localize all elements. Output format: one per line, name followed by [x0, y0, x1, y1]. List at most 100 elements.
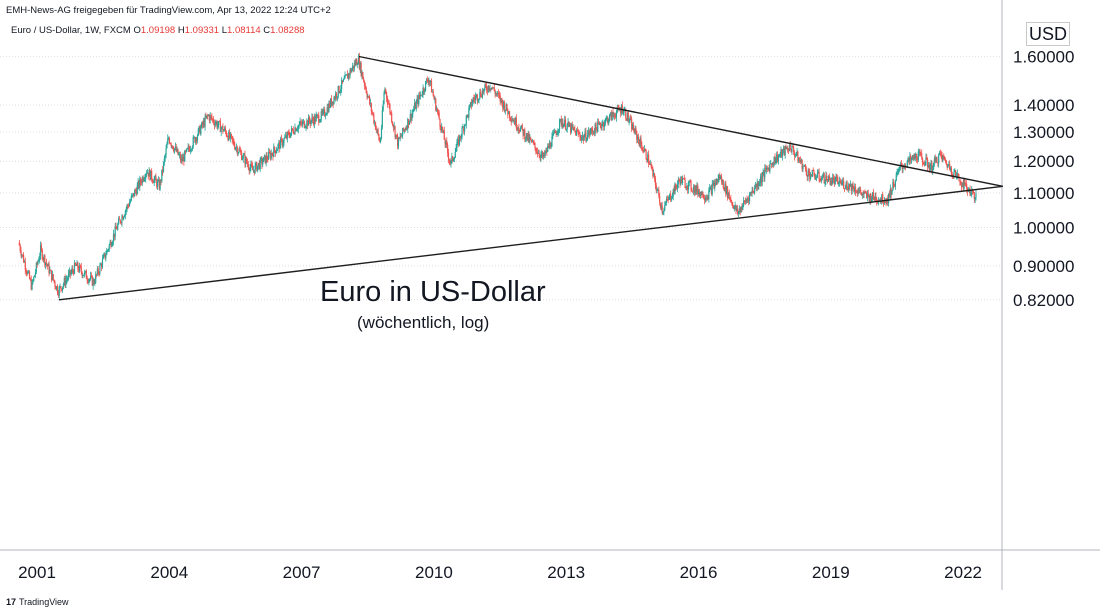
candle-body	[530, 137, 532, 140]
candle-body	[421, 94, 423, 96]
candle-body	[860, 192, 863, 196]
candle-body	[458, 135, 461, 145]
candle-body	[107, 249, 110, 251]
candle-body	[463, 127, 465, 132]
candle-body	[37, 261, 39, 265]
candle-body	[764, 168, 766, 178]
candle-body	[279, 138, 282, 149]
candle-body	[145, 174, 147, 179]
candle-body	[552, 133, 554, 137]
currency-button[interactable]: USD	[1026, 22, 1070, 46]
candle-body	[797, 151, 799, 162]
candle-body	[826, 175, 828, 181]
candle-body	[195, 138, 197, 143]
candle-body	[954, 170, 956, 173]
candle-body	[655, 185, 657, 191]
candle-body	[260, 158, 262, 160]
candle-body	[448, 159, 450, 162]
candle-body	[488, 85, 490, 90]
candle-body	[200, 127, 202, 135]
candle-body	[189, 148, 191, 152]
candle-body	[544, 152, 546, 156]
candle-body	[820, 180, 822, 182]
candle-body	[942, 155, 944, 161]
candle-body	[909, 155, 911, 161]
candle-body	[740, 207, 742, 213]
candle-body	[351, 69, 353, 73]
candle-body	[860, 189, 862, 193]
candle-body	[889, 188, 891, 198]
candle-body	[78, 265, 81, 272]
candle-body	[378, 134, 380, 140]
candle-body	[114, 226, 116, 237]
candle-body	[575, 130, 577, 136]
candle-body	[489, 88, 491, 90]
candle-body	[653, 173, 655, 176]
candle-body	[634, 128, 636, 134]
candle-body	[804, 165, 807, 170]
candle-body	[667, 199, 669, 201]
candle-body	[218, 121, 220, 125]
candle-body	[794, 155, 796, 157]
candle-body	[668, 196, 670, 200]
candle-body	[274, 146, 276, 151]
candle-body	[897, 172, 899, 173]
candle-body	[832, 177, 835, 180]
candle-body	[826, 180, 829, 182]
candle-body	[191, 146, 193, 150]
candle-body	[586, 139, 588, 141]
candle-body	[239, 149, 241, 152]
candle-body	[936, 157, 938, 163]
chart-annotation-subtitle: (wöchentlich, log)	[357, 313, 490, 332]
candle-body	[819, 178, 821, 181]
candle-body	[737, 208, 739, 214]
candle-body	[893, 185, 896, 187]
candle-body	[927, 164, 930, 167]
candle-body	[33, 276, 35, 281]
candle-body	[26, 271, 28, 275]
candle-body	[676, 183, 679, 189]
candle-body	[58, 287, 60, 296]
candle-body	[359, 62, 361, 69]
candle-body	[798, 158, 801, 161]
candle-body	[393, 126, 395, 128]
candle-body	[739, 208, 741, 213]
candle-body	[692, 186, 695, 192]
candle-body	[516, 127, 518, 130]
candle-body	[190, 149, 192, 152]
candle-body	[687, 186, 689, 190]
candle-body	[406, 127, 408, 129]
candle-body	[934, 158, 936, 162]
candle-body	[151, 179, 154, 182]
candle-body	[275, 150, 277, 154]
candle-body	[299, 121, 301, 125]
candle-body	[436, 109, 439, 112]
candle-body	[295, 127, 297, 132]
candle-body	[556, 132, 558, 135]
candle-body	[430, 81, 432, 83]
candle-body	[162, 169, 164, 172]
candle-body	[911, 155, 913, 158]
candle-body	[779, 154, 781, 156]
candle-body	[165, 148, 167, 155]
candle-body	[452, 159, 455, 161]
candle-body	[238, 149, 240, 153]
candle-body	[686, 186, 688, 188]
candle-body	[283, 138, 285, 144]
candle-body	[54, 281, 56, 287]
candle-body	[613, 114, 615, 116]
candle-body	[425, 79, 428, 82]
candle-body	[433, 95, 435, 100]
candle-body	[574, 129, 576, 131]
candle-body	[451, 156, 453, 161]
open-label: O	[133, 25, 141, 36]
candle-body	[503, 102, 506, 112]
candle-body	[222, 126, 224, 132]
candle-body	[80, 266, 82, 272]
candle-body	[178, 154, 180, 156]
candle-body	[315, 115, 317, 122]
candle-body	[800, 159, 802, 163]
candle-body	[597, 121, 600, 124]
candle-body	[244, 154, 246, 164]
candle-body	[606, 117, 608, 119]
